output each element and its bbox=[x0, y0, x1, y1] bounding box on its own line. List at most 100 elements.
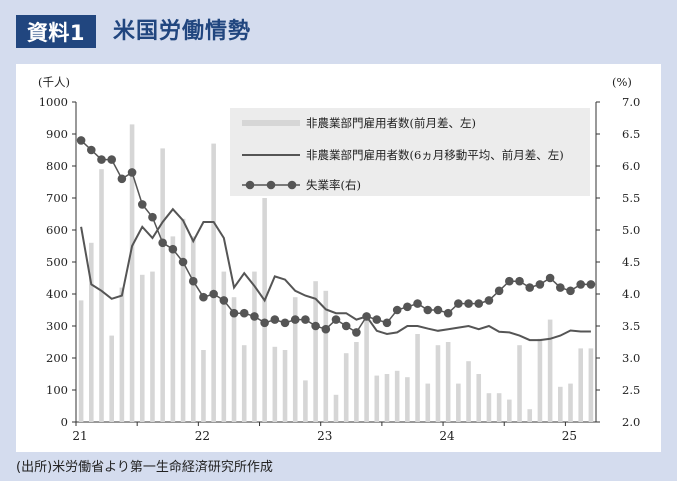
unemployment-point bbox=[290, 315, 300, 324]
bar bbox=[282, 350, 288, 422]
left-tick-label: 0 bbox=[61, 415, 68, 429]
bar bbox=[374, 375, 380, 422]
unemployment-point bbox=[321, 324, 331, 334]
bar bbox=[241, 345, 247, 422]
unemployment-point bbox=[372, 315, 382, 324]
bar bbox=[272, 346, 278, 422]
x-tick-label: 24 bbox=[439, 429, 455, 443]
unemployment-point bbox=[301, 315, 310, 324]
bar bbox=[568, 383, 573, 422]
bar bbox=[394, 370, 400, 422]
unemployment-point bbox=[178, 257, 188, 267]
bar bbox=[170, 236, 176, 422]
bar bbox=[109, 335, 114, 422]
left-tick-label: 200 bbox=[46, 351, 68, 365]
unemployment-point bbox=[117, 174, 127, 184]
left-tick-label: 500 bbox=[46, 255, 68, 269]
legend-marker-unemployment bbox=[266, 180, 276, 190]
bar bbox=[89, 242, 94, 422]
bar bbox=[313, 281, 318, 422]
document-badge: 資料1 bbox=[16, 15, 96, 48]
x-tick-label: 23 bbox=[317, 429, 332, 443]
unemployment-point bbox=[280, 318, 290, 328]
bar bbox=[354, 342, 359, 422]
bar bbox=[343, 353, 349, 422]
x-tick-label: 25 bbox=[562, 429, 577, 443]
unemployment-point bbox=[423, 305, 433, 315]
legend-marker-unemployment bbox=[245, 180, 255, 190]
left-tick-label: 600 bbox=[46, 223, 68, 237]
unemployment-point bbox=[556, 283, 565, 292]
bar bbox=[252, 271, 257, 422]
bar bbox=[405, 377, 410, 422]
unemployment-point bbox=[403, 302, 412, 312]
unemployment-point bbox=[158, 238, 167, 248]
left-tick-label: 1000 bbox=[39, 95, 68, 109]
bar bbox=[507, 399, 512, 422]
unemployment-point bbox=[576, 280, 586, 289]
line-series bbox=[76, 136, 596, 342]
bar bbox=[527, 409, 533, 422]
bar bbox=[201, 350, 206, 422]
right-tick-label: 7.0 bbox=[622, 95, 640, 109]
bar bbox=[558, 386, 563, 422]
unemployment-point bbox=[525, 283, 535, 292]
source-note: (出所)米労働省より第一生命経済研究所作成 bbox=[16, 460, 273, 475]
bar bbox=[425, 383, 431, 422]
bar bbox=[231, 297, 237, 422]
left-tick-label: 800 bbox=[46, 159, 68, 173]
unemployment-point bbox=[239, 308, 249, 318]
bar bbox=[323, 290, 329, 422]
left-axis-unit: (千人) bbox=[38, 75, 70, 89]
chart-panel: 0 100 200 300 400 500 600 700 800 900 1000 2.0 2.5 3.… bbox=[16, 64, 661, 452]
unemployment-point bbox=[362, 312, 371, 321]
left-tick-label: 900 bbox=[46, 127, 68, 141]
unemployment-point bbox=[209, 289, 218, 299]
bar bbox=[119, 287, 125, 422]
unemployment-point bbox=[341, 321, 351, 331]
right-tick-label: 2.5 bbox=[622, 383, 640, 397]
bar bbox=[445, 342, 451, 422]
unemployment-point bbox=[443, 308, 453, 318]
bar bbox=[517, 345, 522, 422]
unemployment-point bbox=[484, 296, 494, 305]
right-tick-label: 2.0 bbox=[622, 415, 640, 429]
unemployment-point bbox=[311, 321, 320, 331]
unemployment-point bbox=[515, 276, 524, 286]
page-title: 米国労働情勢 bbox=[113, 19, 252, 44]
unemployment-point bbox=[586, 280, 596, 289]
unemployment-point bbox=[392, 305, 402, 315]
unemployment-point bbox=[86, 145, 96, 155]
right-tick-label: 3.0 bbox=[622, 351, 640, 365]
unemployment-point bbox=[168, 244, 178, 254]
bar bbox=[221, 271, 227, 422]
bar bbox=[496, 393, 502, 422]
bar bbox=[547, 319, 553, 422]
bar bbox=[466, 361, 471, 422]
bar bbox=[78, 300, 84, 422]
bar bbox=[160, 148, 165, 422]
bar bbox=[333, 394, 339, 422]
bar bbox=[190, 236, 196, 422]
bar-series bbox=[78, 124, 594, 423]
unemployment-point bbox=[188, 276, 198, 286]
legend-marker-unemployment bbox=[287, 180, 297, 190]
unemployment-point bbox=[413, 299, 422, 308]
bar bbox=[435, 345, 441, 422]
right-tick-label: 6.5 bbox=[622, 127, 640, 141]
left-tick-label: 700 bbox=[46, 191, 68, 205]
unemployment-point bbox=[107, 155, 116, 164]
x-tick-label: 22 bbox=[195, 429, 210, 443]
unemployment-point bbox=[250, 312, 259, 321]
bar bbox=[456, 383, 461, 422]
bar bbox=[99, 169, 104, 422]
bar bbox=[364, 316, 369, 422]
legend: 非農業部門雇用者数(前月差、左) 非農業部門雇用者数(6ヵ月移動平均、前月差、左)… bbox=[230, 108, 590, 196]
chart: 0 100 200 300 400 500 600 700 800 900 1000 2.0 2.5 3.… bbox=[38, 75, 640, 443]
bar bbox=[180, 218, 186, 422]
left-tick-label: 400 bbox=[46, 287, 68, 301]
unemployment-point bbox=[352, 328, 361, 337]
legend-label-bars: 非農業部門雇用者数(前月差、左) bbox=[306, 116, 476, 130]
right-tick-label: 4.0 bbox=[622, 287, 640, 301]
unemployment-point bbox=[433, 305, 443, 315]
